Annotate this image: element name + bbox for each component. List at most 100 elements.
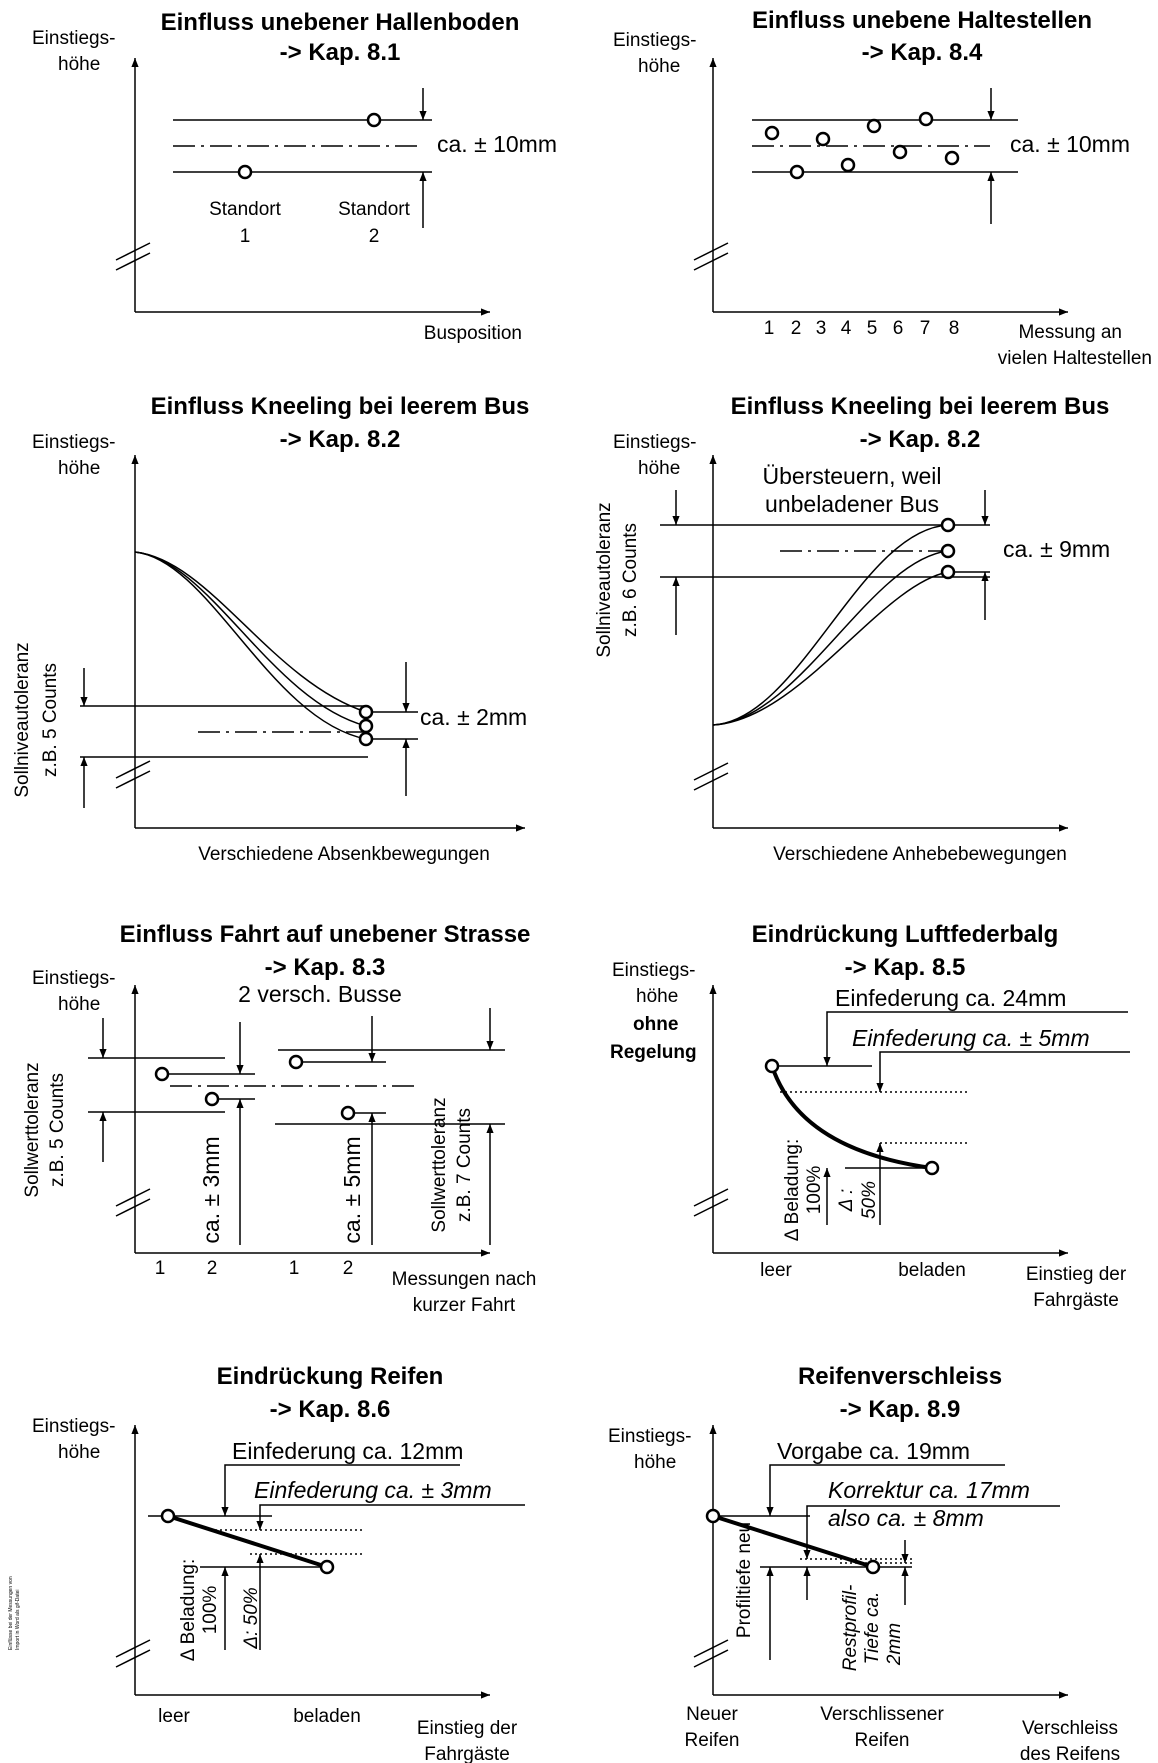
y-label: Regelung — [610, 1042, 697, 1063]
panel-8-ref: -> Kap. 8.9 — [840, 1396, 961, 1423]
lifting-curve — [712, 524, 949, 726]
load-label: Δ Beladung: — [782, 1139, 803, 1242]
side-label: Sollwerttoleranz — [22, 1062, 43, 1197]
x-label: Verschleiss — [1022, 1718, 1118, 1739]
panel-5-title: Einfluss Fahrt auf unebener Strasse — [120, 921, 531, 948]
side-label: z.B. 6 Counts — [620, 523, 641, 637]
panel-haltestellen — [693, 58, 1068, 316]
point-new — [705, 1508, 721, 1524]
panel-1-ref: -> Kap. 8.1 — [280, 39, 401, 66]
footnote: Einflüsse bei der Messungen von — [8, 1576, 14, 1650]
x-tick-label: beladen — [293, 1706, 361, 1727]
axis-break — [115, 242, 151, 271]
tolerance-label: ca. ± 5mm — [339, 1136, 365, 1243]
panel-6-ref: -> Kap. 8.5 — [845, 954, 966, 981]
measurement-point — [154, 1066, 170, 1082]
x-label: Verschiedene Absenkbewegungen — [198, 844, 490, 865]
measurement-point — [940, 517, 956, 533]
panel-reifen — [115, 1425, 525, 1699]
x-tick: 2 — [791, 318, 802, 339]
y-label: höhe — [636, 986, 678, 1007]
y-label: Einstiegs- — [32, 28, 115, 49]
x-tick-label: beladen — [898, 1260, 966, 1281]
panel-7-ref: -> Kap. 8.6 — [270, 1396, 391, 1423]
measurement-point — [918, 111, 934, 127]
panel-5-ref: -> Kap. 8.3 — [265, 954, 386, 981]
tolerance-label: ca. ± 10mm — [437, 131, 557, 157]
point-leer — [764, 1058, 780, 1074]
measurement-point — [840, 157, 856, 173]
x-label: Fahrgäste — [424, 1744, 510, 1763]
axis-break — [693, 1639, 729, 1668]
profile-label: Profiltiefe neu — [734, 1522, 755, 1638]
tolerance-label: ca. ± 9mm — [1003, 536, 1110, 562]
lowering-curve — [134, 551, 367, 713]
panel-2-ref: -> Kap. 8.4 — [862, 39, 983, 66]
footnote: Import in Word als gif-Datei — [15, 1590, 21, 1650]
tolerance-label: ca. ± 3mm — [198, 1136, 224, 1243]
delta-label: Δ : — [836, 1189, 857, 1213]
lifting-curve — [712, 550, 949, 726]
y-label: Einstiegs- — [32, 968, 115, 989]
x-tick: 1 — [155, 1258, 166, 1279]
site-label: Standort — [209, 199, 282, 220]
x-label: kurzer Fahrt — [413, 1295, 516, 1316]
rest-label: 2mm — [884, 1623, 905, 1666]
point-leer — [160, 1508, 176, 1524]
measurement-point — [288, 1054, 304, 1070]
label-leader — [806, 1505, 1060, 1520]
side-label: z.B. 5 Counts — [47, 1073, 68, 1187]
x-tick: 7 — [920, 318, 931, 339]
y-label: Einstiegs- — [32, 432, 115, 453]
x-ticks: 1 2 3 4 5 6 7 8 — [764, 318, 960, 339]
corr-label: also ca. ± 8mm — [828, 1505, 984, 1531]
label-leader — [879, 1051, 1130, 1068]
measurement-point — [944, 150, 960, 166]
load-label: 100% — [200, 1586, 221, 1635]
x-label: Messungen nach — [392, 1269, 537, 1290]
measurement-point — [940, 564, 956, 580]
x-ticks: 1 2 1 2 — [155, 1258, 354, 1279]
panel-kneeling-absenken — [80, 455, 525, 832]
axis-break — [693, 242, 729, 271]
x-tick: 5 — [867, 318, 878, 339]
y-label: Einstiegs- — [613, 30, 696, 51]
panel-3-ref: -> Kap. 8.2 — [280, 426, 401, 453]
axis-break — [693, 762, 729, 791]
panel-8-title: Reifenverschleiss — [798, 1363, 1002, 1390]
label-leader — [769, 1464, 1005, 1478]
tolerance-label: ca. ± 10mm — [1010, 131, 1130, 157]
panel-4-ref: -> Kap. 8.2 — [860, 426, 981, 453]
y-label: Einstiegs- — [613, 432, 696, 453]
deflection-curve — [770, 1065, 933, 1170]
deflection-line — [167, 1514, 328, 1569]
measurement-point — [358, 704, 374, 720]
measurement-point — [340, 1105, 356, 1121]
measurement-point — [358, 718, 374, 734]
x-tick-label: leer — [760, 1260, 792, 1281]
label-leader — [826, 1011, 1128, 1030]
axis-break — [115, 760, 151, 789]
measurement-point — [366, 112, 382, 128]
x-label: Einstieg der — [417, 1718, 518, 1739]
note-label: Übersteuern, weil — [763, 463, 942, 489]
corr-label: Korrektur ca. 17mm — [828, 1477, 1030, 1503]
x-label: des Reifens — [1020, 1744, 1120, 1763]
x-tick: 2 — [207, 1258, 218, 1279]
x-tick-label: leer — [158, 1706, 190, 1727]
note-label: unbeladener Bus — [765, 491, 939, 517]
x-tick-label: Reifen — [685, 1730, 740, 1751]
spring-label: Einfederung ca. 24mm — [835, 985, 1066, 1011]
point-beladen — [319, 1559, 335, 1575]
delta-label: Δ: 50% — [241, 1587, 262, 1649]
side-label: z.B. 7 Counts — [454, 1108, 475, 1222]
label-leader — [224, 1464, 460, 1478]
panel-hallenboden — [115, 58, 490, 316]
subtitle: 2 versch. Busse — [238, 981, 402, 1007]
rest-label: Restprofil- — [840, 1585, 861, 1672]
point-worn — [865, 1559, 881, 1575]
x-tick: 1 — [289, 1258, 300, 1279]
delta-label: 50% — [859, 1181, 880, 1219]
spec-label: Vorgabe ca. 19mm — [777, 1438, 970, 1464]
